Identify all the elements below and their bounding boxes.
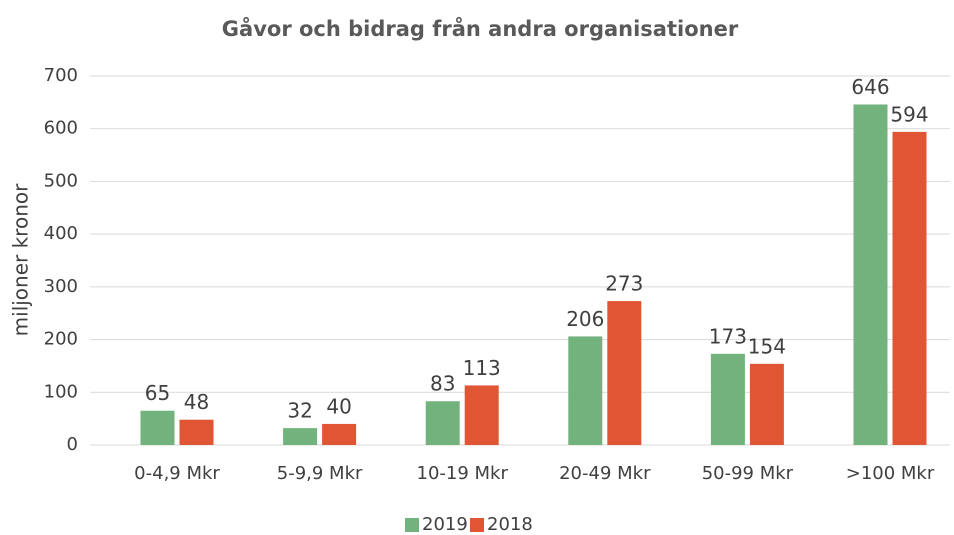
y-tick-label: 500 — [44, 170, 78, 191]
data-label: 40 — [326, 394, 351, 418]
bar — [853, 104, 888, 446]
y-tick-label: 0 — [67, 434, 78, 455]
data-label: 173 — [709, 324, 747, 348]
bar — [322, 423, 357, 445]
data-label: 113 — [463, 356, 501, 380]
data-label: 273 — [605, 272, 643, 296]
legend-label: 2018 — [487, 514, 533, 535]
bar — [892, 131, 927, 445]
y-tick-label: 700 — [44, 65, 78, 86]
bar — [749, 363, 784, 445]
bar — [607, 301, 642, 445]
data-label: 594 — [890, 102, 928, 126]
x-tick-label: 0-4,9 Mkr — [134, 463, 220, 484]
bar — [179, 419, 214, 445]
y-tick-label: 200 — [44, 329, 78, 350]
legend-swatch — [470, 518, 484, 532]
bar — [425, 401, 460, 445]
x-tick-label: 10-19 Mkr — [417, 463, 509, 484]
legend-swatch — [405, 518, 419, 532]
bar — [140, 410, 175, 445]
bar — [464, 385, 499, 445]
bar — [283, 428, 318, 445]
data-label: 206 — [566, 307, 604, 331]
data-label: 48 — [184, 390, 209, 414]
data-label: 154 — [748, 334, 786, 358]
x-tick-label: 5-9,9 Mkr — [277, 463, 363, 484]
data-label: 32 — [287, 399, 312, 423]
data-label: 65 — [145, 381, 170, 405]
y-tick-label: 300 — [44, 276, 78, 297]
x-tick-label: >100 Mkr — [846, 463, 935, 484]
y-tick-label: 100 — [44, 381, 78, 402]
y-tick-label: 400 — [44, 223, 78, 244]
bar — [568, 336, 603, 445]
x-tick-label: 20-49 Mkr — [559, 463, 651, 484]
bar — [710, 353, 745, 445]
x-tick-label: 50-99 Mkr — [702, 463, 794, 484]
legend-label: 2019 — [422, 514, 468, 535]
data-label: 83 — [430, 372, 455, 396]
chart-title: Gåvor och bidrag från andra organisation… — [222, 16, 739, 41]
y-tick-label: 600 — [44, 118, 78, 139]
y-axis-label: miljoner kronor — [9, 183, 33, 336]
data-label: 646 — [851, 75, 889, 99]
